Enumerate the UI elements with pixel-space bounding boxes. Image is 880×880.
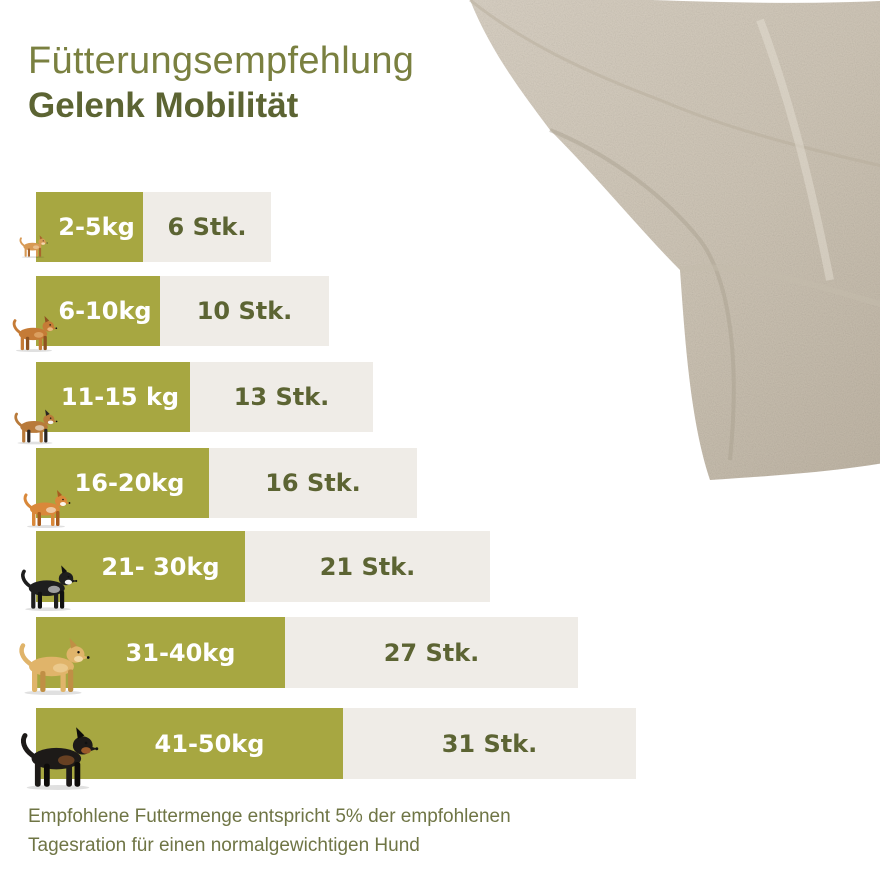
weight-label: 6-10kg	[58, 297, 152, 325]
chihuahua-icon	[19, 235, 48, 258]
chart-row-6: 31-40kg 27 Stk.	[0, 617, 880, 695]
rottweiler-icon	[21, 727, 99, 790]
corgi-icon	[23, 490, 71, 528]
beagle-icon	[14, 409, 58, 445]
chart-row-7: 41-50kg 31 Stk.	[0, 708, 880, 790]
footnote-line-2: Tagesration für einen normalgewichtigen …	[28, 835, 420, 856]
golden-retriever-icon	[19, 638, 90, 695]
weight-bar	[36, 276, 160, 346]
weight-label: 31-40kg	[125, 638, 236, 667]
border-collie-icon	[21, 565, 78, 611]
chart-row-3: 11-15 kg 13 Stk.	[0, 362, 880, 445]
footnote: Empfohlene Futtermenge entspricht 5% der…	[28, 802, 511, 860]
page-title: Fütterungsempfehlung	[28, 40, 415, 82]
count-label: 27 Stk.	[383, 638, 480, 667]
weight-label: 2-5kg	[58, 213, 135, 241]
weight-label: 41-50kg	[154, 729, 265, 758]
weight-bar	[36, 448, 209, 518]
linen-cloth-image	[469, 0, 880, 480]
count-label: 10 Stk.	[196, 297, 293, 325]
count-label: 13 Stk.	[233, 383, 330, 411]
weight-label: 11-15 kg	[60, 383, 180, 411]
chart-row-1: 2-5kg 6 Stk.	[0, 192, 880, 262]
weight-bar	[36, 192, 143, 262]
count-label: 21 Stk.	[319, 552, 416, 581]
weight-bar	[36, 362, 190, 432]
chart-row-5: 21- 30kg 21 Stk.	[0, 531, 880, 611]
footnote-line-1: Empfohlene Futtermenge entspricht 5% der…	[28, 806, 511, 827]
chart-row-2: 6-10kg 10 Stk.	[0, 276, 880, 352]
small-brown-dog-icon	[12, 315, 58, 352]
weight-label: 16-20kg	[74, 469, 185, 497]
chart-row-4: 16-20kg 16 Stk.	[0, 448, 880, 528]
count-label: 16 Stk.	[265, 469, 361, 497]
weight-label: 21- 30kg	[101, 552, 220, 581]
page-subtitle: Gelenk Mobilität	[28, 86, 299, 125]
count-label: 31 Stk.	[441, 729, 538, 758]
weight-bar	[36, 531, 245, 602]
count-label: 6 Stk.	[167, 213, 247, 241]
